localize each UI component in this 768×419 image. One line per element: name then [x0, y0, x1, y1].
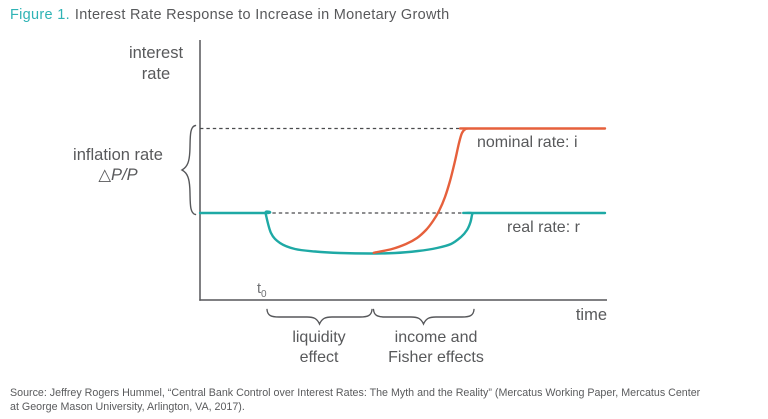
figure-title: Figure 1. Interest Rate Response to Incre…: [10, 6, 449, 24]
y-axis-label: interest rate: [104, 43, 208, 85]
curly-brace-inflation-gap: [180, 124, 197, 216]
rate-curves: [198, 127, 607, 255]
liquidity-effect-line1: liquidity: [292, 329, 346, 346]
t0-base: t: [257, 281, 262, 297]
underbrace-income-fisher-effects: [372, 308, 475, 326]
t0-tick-label: t0: [257, 280, 267, 301]
inflation-rate-formula: △P/P: [98, 166, 138, 184]
income-fisher-line1: income and: [394, 329, 478, 346]
real-rate-curve: [198, 210, 607, 255]
y-axis-label-line2: rate: [141, 65, 171, 83]
inflation-rate-annotation: inflation rate △P/P: [56, 145, 180, 185]
source-line1: Source: Jeffrey Rogers Hummel, “Central …: [10, 387, 701, 399]
y-axis-label-line1: interest: [128, 44, 184, 62]
axes-and-reference-lines: [199, 40, 607, 301]
source-citation: Source: Jeffrey Rogers Hummel, “Central …: [10, 386, 762, 414]
inflation-rate-text: inflation rate: [73, 146, 163, 164]
income-fisher-effects-label: income and Fisher effects: [375, 328, 497, 368]
x-axis-label: time: [575, 306, 607, 324]
liquidity-effect-label: liquidity effect: [259, 328, 379, 368]
t0-subscript: 0: [261, 288, 267, 300]
liquidity-effect-line2: effect: [299, 349, 339, 366]
source-line2: at George Mason University, Arlington, V…: [10, 401, 245, 414]
figure-number: Figure 1.: [10, 7, 70, 23]
income-fisher-line2: Fisher effects: [388, 349, 484, 366]
figure-title-text: Interest Rate Response to Increase in Mo…: [74, 7, 450, 23]
real-rate-series-label: real rate: r: [507, 219, 580, 236]
nominal-rate-series-label: nominal rate: i: [477, 134, 578, 151]
underbrace-liquidity-effect: [266, 308, 373, 326]
nominal-rate-curve: [372, 127, 607, 254]
